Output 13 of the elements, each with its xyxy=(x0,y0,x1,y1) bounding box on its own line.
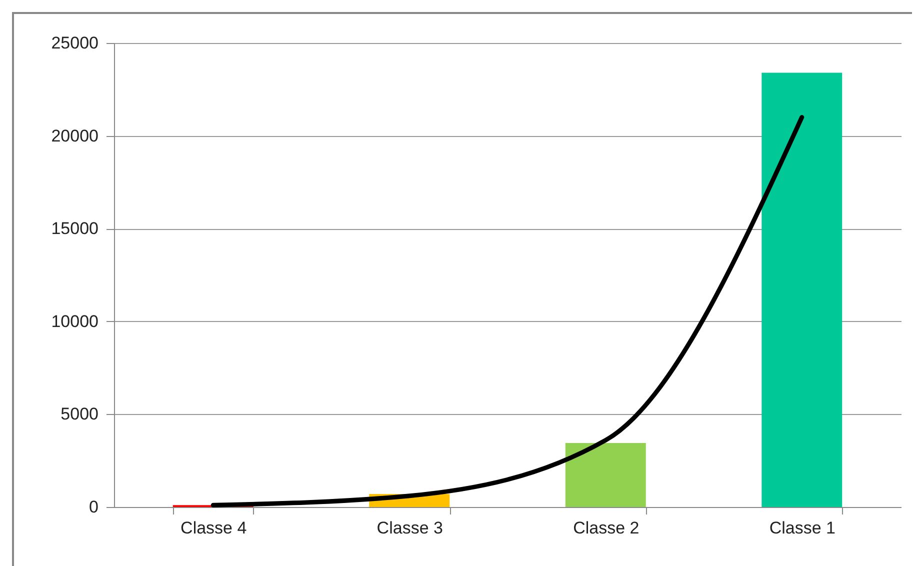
y-tick-label: 15000 xyxy=(51,219,98,238)
line-series xyxy=(210,114,804,508)
bar xyxy=(762,72,842,507)
y-tick-label: 25000 xyxy=(51,34,98,52)
y-tick-label: 0 xyxy=(89,498,98,516)
bar xyxy=(565,442,646,507)
x-tick-label: Classe 2 xyxy=(573,518,640,538)
x-tick-label: Classe 4 xyxy=(180,518,247,538)
y-tick-label: 10000 xyxy=(51,312,98,331)
y-tick-label: 20000 xyxy=(51,126,98,146)
y-tick-label: 5000 xyxy=(60,404,98,424)
x-tick-label: Classe 1 xyxy=(769,518,836,538)
x-tick-label: Classe 3 xyxy=(376,518,443,538)
